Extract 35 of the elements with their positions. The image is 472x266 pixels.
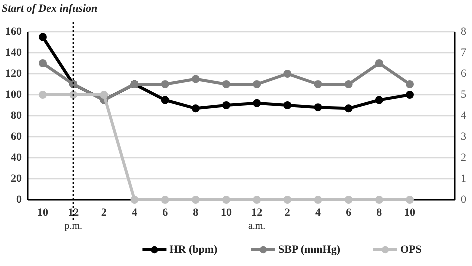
- x-tick-label: 10: [404, 207, 416, 219]
- x-tick-label: 2: [101, 207, 108, 219]
- y2-tick-label: 6: [461, 68, 467, 80]
- y2-tick-label: 1: [461, 173, 466, 185]
- legend-label: HR (bpm): [170, 244, 218, 256]
- y2-tick-label: 4: [461, 110, 467, 122]
- legend-label: SBP (mmHg): [278, 244, 341, 256]
- y-tick-label: 40: [11, 152, 22, 164]
- y-tick-label: 160: [6, 26, 22, 38]
- legend-label: OPS: [400, 244, 422, 256]
- y2-tick-label: 5: [461, 89, 467, 101]
- y2-tick-label: 2: [461, 152, 466, 164]
- x-tick-label: 6: [346, 207, 352, 219]
- x-tick-label: 10: [38, 207, 49, 219]
- y-tick-label: 100: [6, 89, 22, 101]
- x-tick-label: 4: [132, 207, 138, 219]
- x-tick-label: 12 a.m.: [248, 207, 266, 232]
- x-tick-label: 6: [162, 207, 169, 219]
- y-tick-label: 0: [16, 194, 22, 206]
- y2-tick-label: 8: [461, 26, 467, 38]
- y-tick-label: 140: [6, 47, 22, 59]
- y2-tick-label: 7: [461, 47, 467, 59]
- x-tick-label: 2: [284, 207, 291, 219]
- y2-tick-label: 3: [461, 131, 467, 143]
- y2-tick-label: 0: [461, 194, 467, 206]
- y-tick-label: 60: [11, 131, 22, 143]
- y-tick-label: 120: [6, 68, 22, 80]
- x-tick-label: 4: [316, 207, 322, 219]
- x-tick-label: 12 p.m.: [64, 207, 82, 232]
- x-tick-label: 8: [376, 207, 383, 219]
- x-tick-label: 8: [193, 207, 200, 219]
- ref-line-label: Start of Dex infusion: [2, 3, 98, 15]
- x-tick-label: 10: [221, 207, 232, 219]
- y-tick-label: 80: [11, 110, 22, 122]
- y-tick-label: 20: [11, 173, 22, 185]
